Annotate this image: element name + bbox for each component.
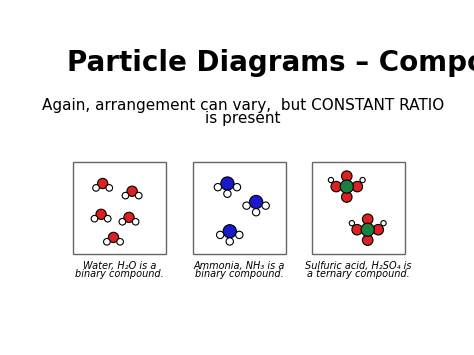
Circle shape	[217, 231, 224, 239]
Bar	[73, 162, 166, 254]
Circle shape	[103, 239, 110, 245]
Text: binary compound.: binary compound.	[195, 269, 283, 279]
Circle shape	[91, 215, 98, 222]
Circle shape	[223, 225, 237, 238]
Circle shape	[349, 220, 355, 226]
Circle shape	[127, 186, 137, 196]
Circle shape	[109, 232, 118, 242]
Circle shape	[214, 184, 221, 191]
Circle shape	[93, 185, 100, 191]
Circle shape	[236, 231, 243, 239]
Circle shape	[253, 209, 260, 216]
Text: Particle Diagrams – Compounds: Particle Diagrams – Compounds	[67, 49, 474, 77]
Text: Water, H₂O is a: Water, H₂O is a	[83, 261, 156, 271]
Text: binary compound.: binary compound.	[75, 269, 164, 279]
Circle shape	[328, 178, 334, 183]
Text: Sulfuric acid, H₂SO₄ is: Sulfuric acid, H₂SO₄ is	[305, 261, 411, 271]
Circle shape	[136, 192, 142, 199]
Bar	[312, 162, 405, 254]
Text: is present: is present	[205, 111, 281, 126]
Circle shape	[249, 195, 263, 209]
Circle shape	[104, 215, 111, 222]
Text: Again, arrangement can vary,  but CONSTANT RATIO: Again, arrangement can vary, but CONSTAN…	[42, 98, 444, 113]
Circle shape	[363, 214, 373, 224]
Circle shape	[122, 192, 129, 199]
Circle shape	[341, 192, 352, 202]
Circle shape	[221, 177, 234, 190]
Circle shape	[352, 224, 363, 235]
Circle shape	[331, 181, 341, 192]
Circle shape	[360, 178, 365, 183]
Circle shape	[262, 202, 269, 209]
Circle shape	[352, 181, 363, 192]
Circle shape	[373, 224, 383, 235]
Text: Ammonia, NH₃ is a: Ammonia, NH₃ is a	[193, 261, 285, 271]
Circle shape	[106, 185, 113, 191]
Circle shape	[224, 190, 231, 197]
Circle shape	[341, 171, 352, 181]
Circle shape	[119, 218, 126, 225]
Circle shape	[340, 180, 353, 193]
Circle shape	[98, 179, 108, 189]
Circle shape	[117, 239, 123, 245]
Bar	[192, 162, 285, 254]
Circle shape	[361, 223, 374, 236]
Circle shape	[381, 220, 386, 226]
Text: a ternary compound.: a ternary compound.	[307, 269, 410, 279]
Circle shape	[124, 212, 134, 223]
Circle shape	[233, 184, 241, 191]
Circle shape	[96, 209, 106, 219]
Circle shape	[363, 235, 373, 245]
Circle shape	[243, 202, 250, 209]
Circle shape	[226, 238, 233, 245]
Circle shape	[132, 218, 139, 225]
